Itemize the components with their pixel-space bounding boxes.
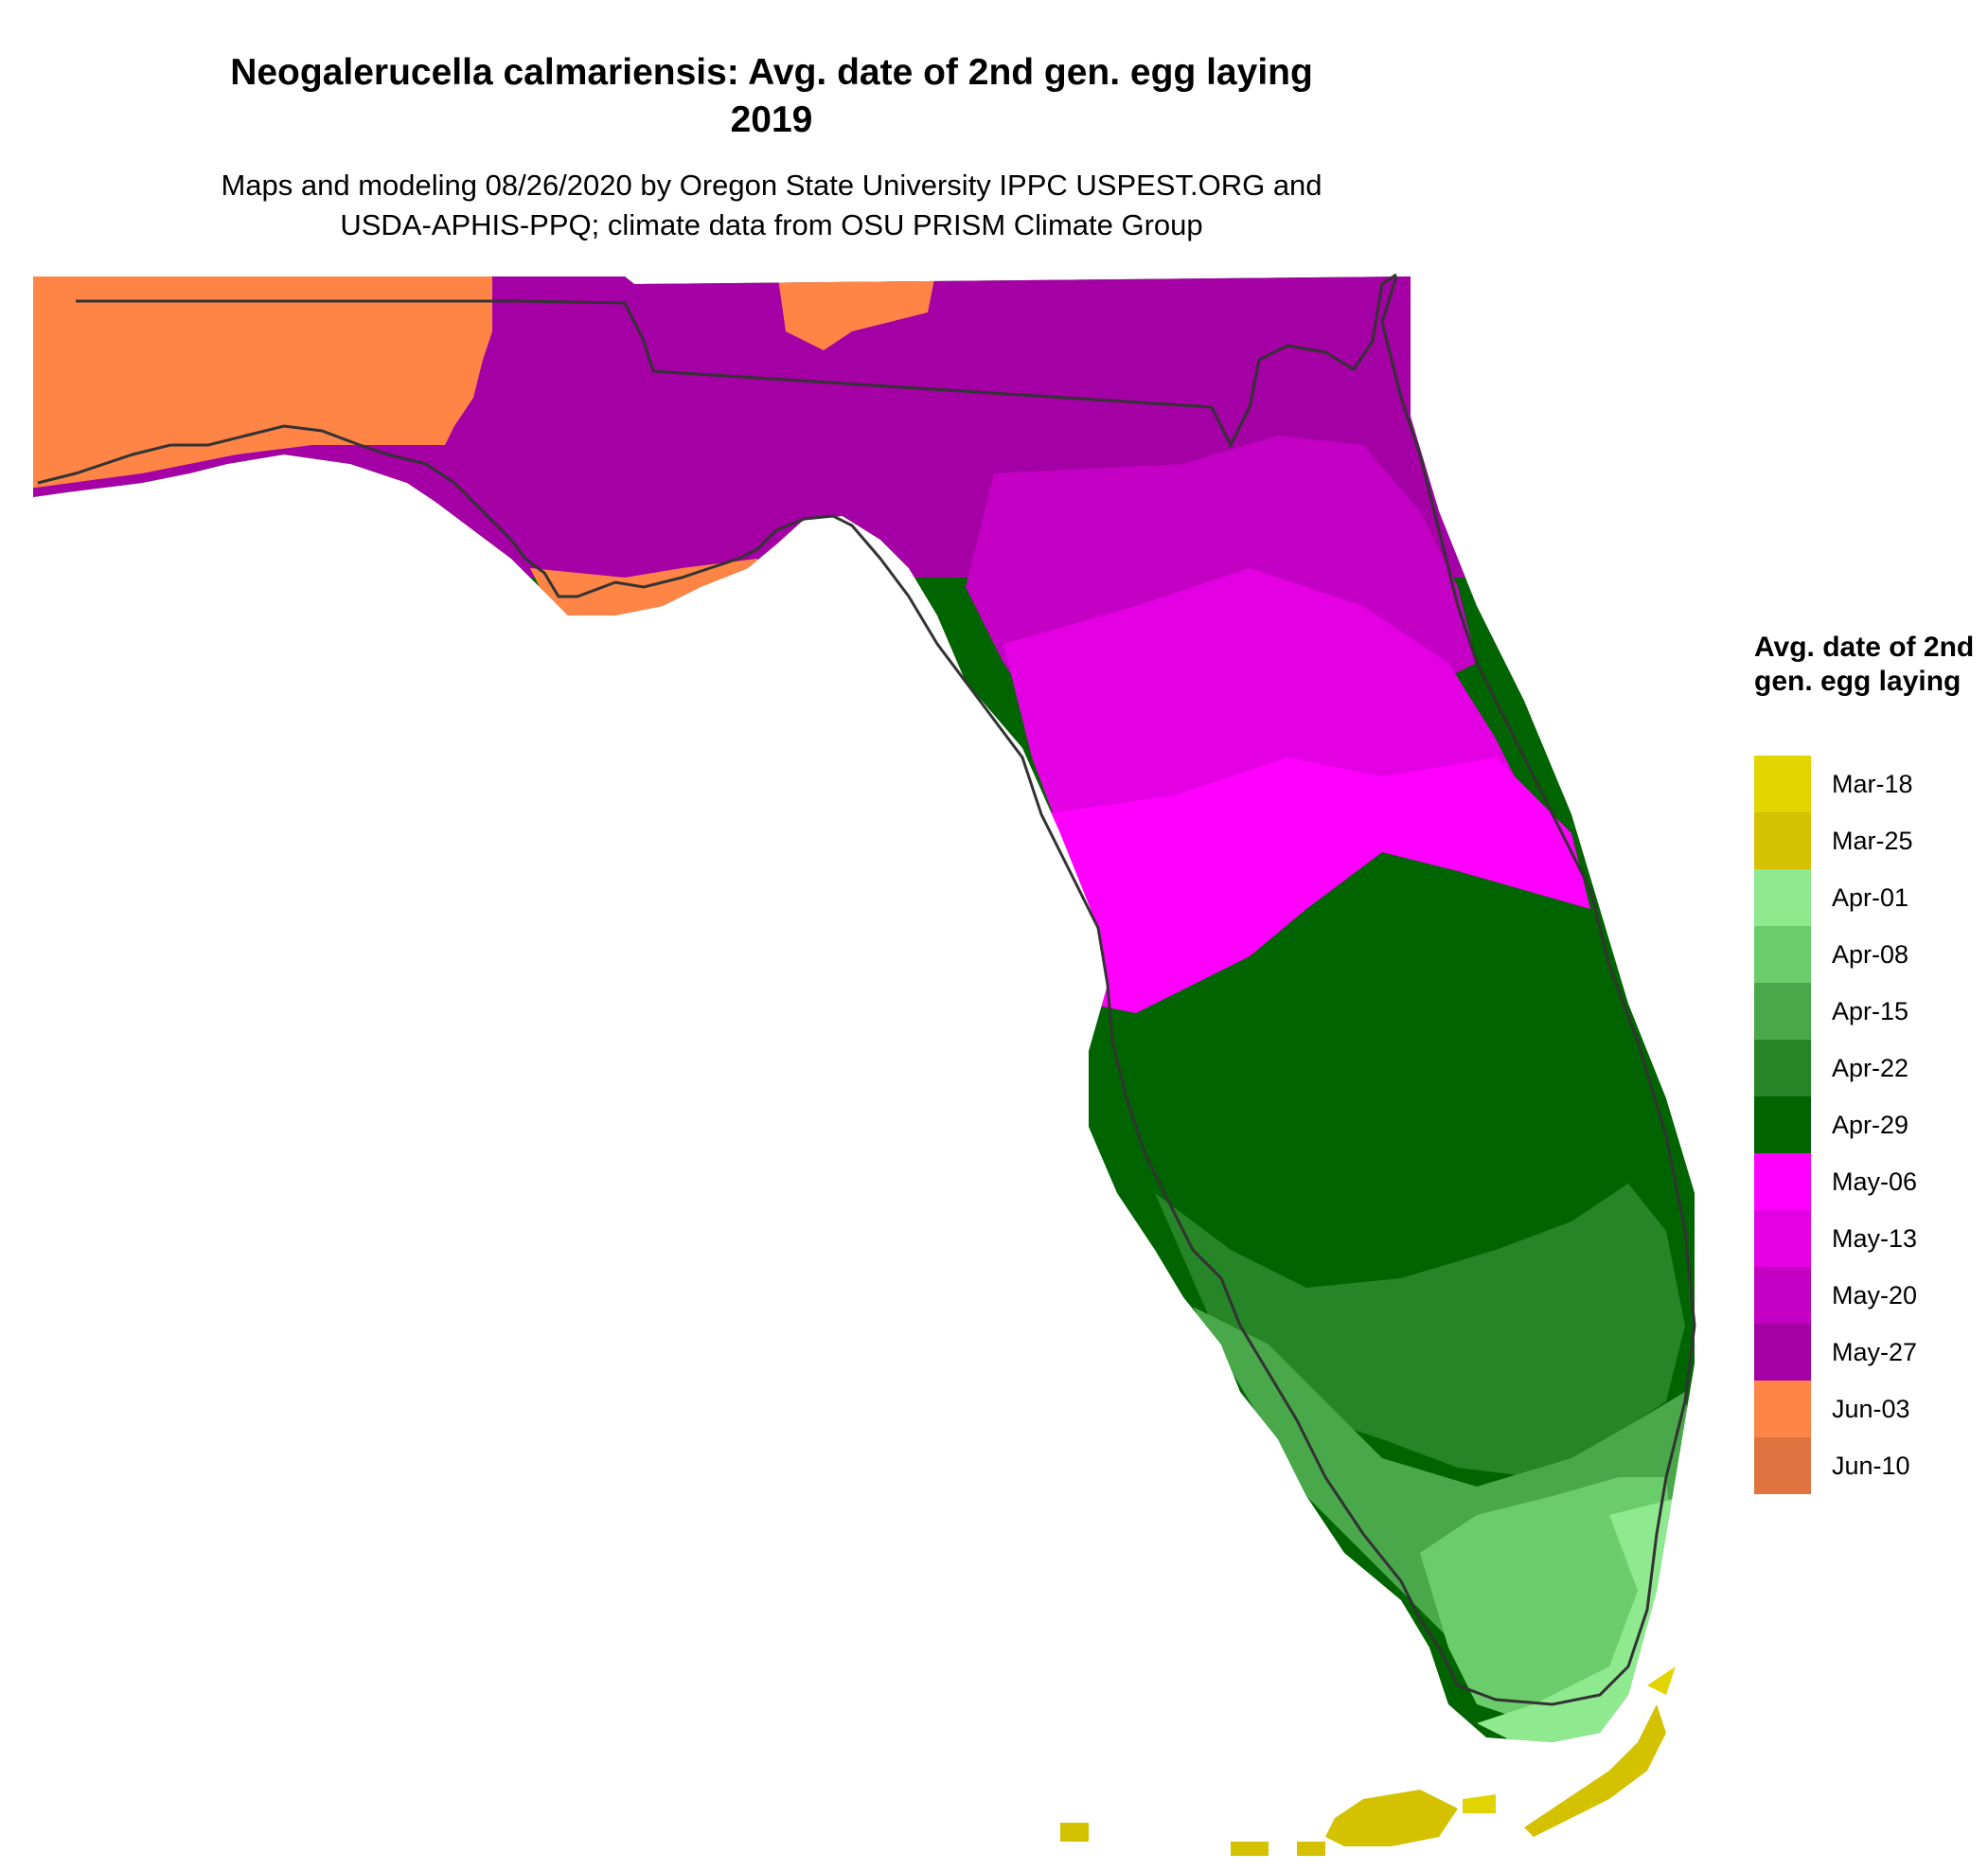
- legend-swatch: [1754, 812, 1811, 869]
- legend-swatch: [1754, 1210, 1811, 1267]
- legend-item-mar-25: Mar-25: [1754, 812, 1913, 869]
- legend-swatch: [1754, 1267, 1811, 1324]
- legend-item-jun-10: Jun-10: [1754, 1437, 1910, 1494]
- legend-label: Apr-29: [1832, 1110, 1909, 1139]
- dry-tortugas: [1060, 1823, 1089, 1842]
- map-year: 2019: [730, 99, 813, 140]
- keys-upper: [1524, 1704, 1666, 1837]
- zone-jun-03-west: [33, 276, 492, 492]
- keys-lower: [1297, 1842, 1325, 1856]
- zone-may-06: [1041, 757, 1590, 1013]
- legend-item-apr-15: Apr-15: [1754, 983, 1908, 1040]
- legend-label: Jun-03: [1832, 1394, 1910, 1423]
- legend-swatch: [1754, 869, 1811, 926]
- zone-apr-22: [1155, 1184, 1685, 1477]
- legend-label: May-13: [1832, 1223, 1918, 1253]
- legend-label: Jun-10: [1832, 1451, 1910, 1480]
- florida-keys: [1060, 1666, 1676, 1856]
- legend-label: Mar-18: [1832, 769, 1913, 798]
- legend-label: Mar-25: [1832, 826, 1913, 855]
- georgia-alabama-border: [76, 273, 1397, 449]
- legend-item-may-06: May-06: [1754, 1153, 1917, 1210]
- keys-islet: [1463, 1794, 1496, 1813]
- legend-title: Avg. date of 2nd gen. egg laying: [1754, 632, 1975, 697]
- legend-item-apr-08: Apr-08: [1754, 926, 1908, 983]
- legend-swatch: [1754, 1153, 1811, 1210]
- legend-label: Apr-08: [1832, 939, 1909, 969]
- legend-label: Apr-01: [1832, 882, 1909, 912]
- legend-label: Apr-22: [1832, 1053, 1909, 1082]
- keys-north: [1647, 1666, 1676, 1695]
- legend-swatch: [1754, 1437, 1811, 1494]
- map-title: Neogalerucella calmariensis: Avg. date o…: [230, 52, 1313, 93]
- legend-item-apr-01: Apr-01: [1754, 869, 1908, 926]
- keys-lower-2: [1231, 1842, 1269, 1856]
- legend-swatch: [1754, 1040, 1811, 1096]
- map-subtitle-line2: USDA-APHIS-PPQ; climate data from OSU PR…: [340, 208, 1203, 241]
- legend-item-may-20: May-20: [1754, 1267, 1917, 1324]
- legend-swatch: [1754, 926, 1811, 983]
- legend-swatch: [1754, 1381, 1811, 1437]
- legend-label: May-06: [1832, 1167, 1918, 1196]
- legend-item-apr-22: Apr-22: [1754, 1040, 1908, 1096]
- zone-jun-03-north: [776, 276, 937, 350]
- legend-item-may-13: May-13: [1754, 1210, 1917, 1267]
- legend-swatch: [1754, 756, 1811, 812]
- legend-swatch: [1754, 1324, 1811, 1381]
- legend-label: Apr-15: [1832, 996, 1909, 1025]
- legend-label: May-27: [1832, 1337, 1918, 1366]
- egg-laying-date-zones: [33, 276, 1695, 1742]
- state-borders: [37, 273, 1696, 1706]
- legend-label: May-20: [1832, 1280, 1918, 1310]
- legend-item-jun-03: Jun-03: [1754, 1381, 1910, 1437]
- legend-swatch: [1754, 1096, 1811, 1153]
- legend-item-may-27: May-27: [1754, 1324, 1917, 1381]
- legend-swatch: [1754, 983, 1811, 1040]
- legend-item-mar-18: Mar-18: [1754, 756, 1913, 812]
- map-subtitle-line1: Maps and modeling 08/26/2020 by Oregon S…: [221, 169, 1322, 202]
- keys-middle: [1325, 1790, 1458, 1846]
- legend-item-apr-29: Apr-29: [1754, 1096, 1908, 1153]
- florida-coastline: [37, 276, 1696, 1706]
